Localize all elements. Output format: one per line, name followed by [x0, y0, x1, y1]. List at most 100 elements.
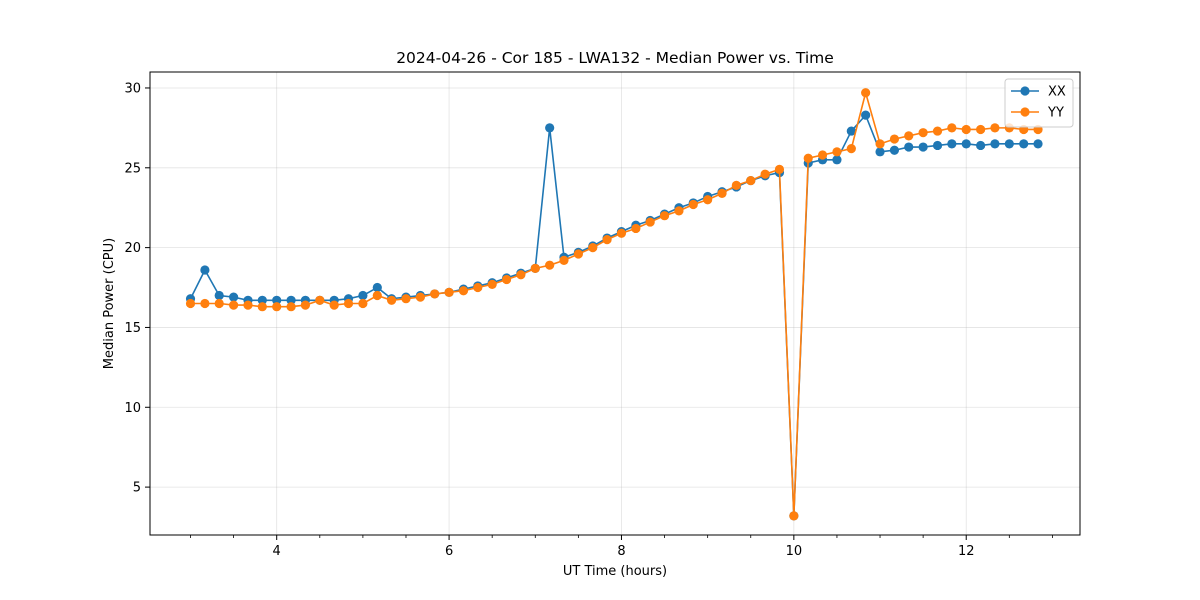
x-tick-label: 4 [273, 544, 281, 559]
data-point-xx [976, 140, 986, 151]
data-point-xx [947, 139, 957, 149]
y-tick-label: 10 [124, 401, 141, 416]
data-point-xx [832, 155, 842, 165]
data-point-xx [272, 295, 282, 305]
data-point-xx [372, 282, 382, 293]
data-point-yy [372, 290, 382, 301]
data-point-yy [932, 126, 943, 136]
series-yy [185, 88, 1043, 521]
data-point-yy [688, 199, 698, 210]
data-point-yy [329, 300, 339, 310]
data-point-yy [746, 175, 756, 186]
data-point-yy [875, 139, 885, 149]
data-point-xx [229, 292, 239, 302]
legend-item-xx: XX [1011, 85, 1066, 100]
data-point-yy [185, 298, 196, 309]
data-point-yy [889, 134, 900, 144]
data-point-xx [358, 290, 368, 301]
x-tick-label: 6 [445, 544, 453, 559]
data-point-yy [717, 188, 727, 198]
data-point-yy [358, 298, 368, 309]
x-tick-label: 8 [617, 544, 625, 559]
chart-title: 2024-04-26 - Cor 185 - LWA132 - Median P… [396, 49, 834, 67]
legend-label-xx: XX [1048, 85, 1066, 100]
data-point-yy [243, 300, 253, 310]
data-point-xx [257, 295, 267, 305]
data-point-yy [645, 217, 655, 227]
data-point-yy [846, 144, 856, 154]
y-tick-label: 25 [124, 161, 141, 176]
data-point-xx [932, 140, 943, 151]
data-point-xx [846, 126, 856, 136]
y-tick-label: 15 [124, 321, 141, 336]
data-point-yy [588, 243, 598, 253]
legend: XX YY [1004, 78, 1074, 128]
data-point-yy [286, 302, 296, 312]
data-point-yy [918, 128, 928, 138]
data-point-yy [516, 270, 526, 280]
data-point-yy [659, 211, 670, 221]
legend-label-yy: YY [1047, 106, 1064, 121]
data-point-yy [444, 287, 454, 297]
data-point-yy [774, 164, 785, 174]
data-point-yy [789, 511, 799, 521]
data-point-yy [631, 223, 641, 234]
data-point-yy [731, 180, 741, 190]
data-point-yy [315, 295, 325, 305]
data-point-yy [386, 295, 397, 305]
data-point-xx [904, 142, 914, 152]
data-point-yy [904, 131, 914, 141]
data-point-yy [559, 255, 569, 265]
data-point-yy [229, 300, 239, 310]
data-point-xx [990, 139, 1000, 149]
data-point-yy [703, 195, 713, 205]
series-group [185, 88, 1043, 521]
x-axis-label: UT Time (hours) [563, 564, 667, 579]
data-point-xx [1004, 139, 1014, 149]
data-point-yy [832, 147, 842, 157]
data-point-yy [947, 123, 957, 133]
data-point-yy [573, 249, 583, 259]
y-tick-label: 30 [124, 81, 141, 96]
x-tick-label: 12 [958, 544, 975, 559]
data-point-xx [286, 295, 296, 305]
plot-frame [149, 71, 1081, 536]
data-point-yy [272, 302, 282, 312]
data-point-xx [1033, 139, 1043, 149]
data-point-yy [343, 298, 354, 309]
data-point-yy [501, 274, 512, 285]
data-point-xx [918, 142, 928, 152]
data-point-yy [545, 260, 555, 270]
legend-marker-xx [1020, 86, 1030, 96]
data-point-xx [961, 139, 971, 149]
data-point-xx [200, 265, 210, 275]
data-point-yy [602, 235, 612, 245]
data-point-yy [674, 206, 684, 216]
data-point-xx [545, 123, 555, 133]
data-point-yy [401, 294, 411, 304]
data-point-yy [257, 302, 267, 312]
data-point-yy [200, 298, 210, 309]
data-point-xx [861, 110, 871, 120]
data-point-yy [300, 300, 311, 310]
data-point-xx [875, 147, 885, 157]
data-point-yy [961, 124, 971, 135]
data-point-yy [415, 292, 425, 302]
legend-marker-yy [1020, 107, 1030, 117]
data-point-yy [861, 88, 871, 98]
data-point-xx [1019, 139, 1029, 149]
data-point-yy [616, 228, 627, 238]
y-tick-label: 20 [124, 241, 141, 256]
data-point-yy [487, 279, 497, 289]
data-point-yy [760, 169, 770, 179]
data-point-yy [214, 298, 224, 309]
data-point-yy [976, 124, 986, 135]
data-point-yy [990, 123, 1000, 133]
data-point-yy [530, 263, 540, 273]
data-point-xx [214, 290, 224, 301]
grid [150, 72, 1080, 535]
y-tick-label: 5 [133, 481, 141, 496]
